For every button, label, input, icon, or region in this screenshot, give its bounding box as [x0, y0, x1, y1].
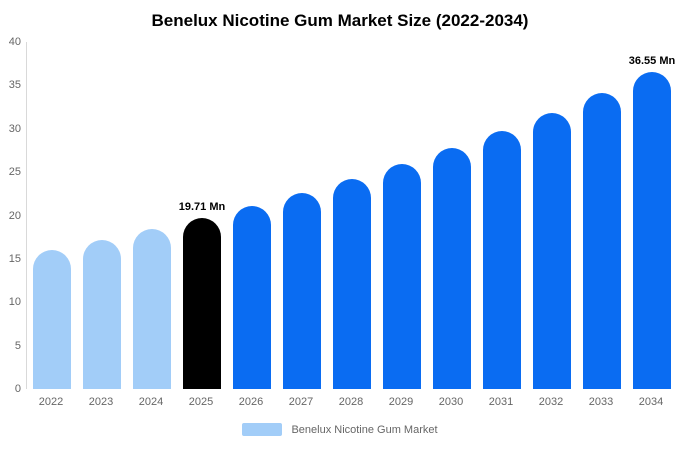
x-tick-label-2022: 2022	[38, 396, 64, 408]
y-tick-label-40: 40	[8, 36, 21, 48]
x-tick-label-2032: 2032	[538, 396, 564, 408]
x-tick-label-2025: 2025	[188, 396, 214, 408]
x-tick-label-2031: 2031	[488, 396, 514, 408]
x-tick-label-2033: 2033	[588, 396, 614, 408]
x-tick-label-2029: 2029	[388, 396, 414, 408]
y-tick-label-35: 35	[8, 79, 21, 92]
y-tick-label-10: 10	[8, 296, 21, 309]
y-tick-label-0: 0	[14, 383, 21, 395]
bar-2031[interactable]	[483, 131, 521, 389]
bar-2028[interactable]	[333, 178, 371, 389]
bar-value-label-2025: 19.71 Mn	[178, 201, 226, 214]
x-tick-label-2027: 2027	[288, 396, 314, 408]
x-tick-label-2026: 2026	[238, 396, 264, 408]
bar-2024[interactable]	[133, 229, 171, 389]
bar-2027[interactable]	[283, 192, 321, 389]
bar-2033[interactable]	[583, 93, 621, 389]
legend-swatch	[242, 423, 283, 436]
bar-2022[interactable]	[33, 249, 71, 389]
bar-2023[interactable]	[83, 239, 121, 389]
x-tick-label-2034: 2034	[638, 396, 664, 408]
y-tick-label-20: 20	[8, 209, 21, 222]
bar-value-label-2034: 36.55 Mn	[628, 54, 676, 67]
plot-area: 19.71 Mn 36.55 Mn	[26, 42, 677, 389]
y-tick-label-30: 30	[8, 122, 21, 135]
y-tick-label-15: 15	[8, 252, 21, 265]
bar-2029[interactable]	[383, 164, 421, 389]
x-tick-label-2028: 2028	[338, 396, 364, 408]
chart-title: Benelux Nicotine Gum Market Size (2022-2…	[151, 11, 529, 30]
bar-2032[interactable]	[533, 112, 571, 389]
bar-2034[interactable]	[633, 71, 671, 389]
bar-2025[interactable]	[183, 218, 221, 389]
x-tick-label-2024: 2024	[138, 396, 164, 408]
y-tick-label-5: 5	[14, 339, 21, 352]
x-tick-label-2030: 2030	[438, 396, 464, 408]
y-tick-label-25: 25	[8, 166, 21, 179]
legend-label: Benelux Nicotine Gum Market	[291, 423, 438, 436]
bar-2030[interactable]	[433, 148, 471, 389]
x-axis: 2022 2023 2024 2025 2026 2027 2028 2029 2030 2031…	[26, 396, 676, 408]
bar-2026[interactable]	[233, 205, 271, 389]
legend-item[interactable]: Benelux Nicotine Gum Market	[0, 423, 680, 436]
x-tick-label-2023: 2023	[88, 396, 114, 408]
